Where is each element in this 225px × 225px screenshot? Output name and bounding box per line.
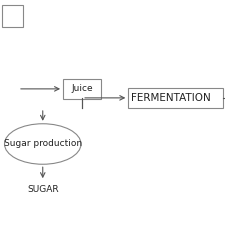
Bar — [63, 79, 101, 99]
Bar — [2, 4, 23, 27]
Ellipse shape — [4, 124, 81, 164]
Text: Sugar production: Sugar production — [4, 140, 82, 148]
Text: Juice: Juice — [71, 84, 93, 93]
Text: SUGAR: SUGAR — [27, 184, 58, 194]
Text: FERMENTATION: FERMENTATION — [131, 93, 211, 103]
Bar — [128, 88, 223, 108]
